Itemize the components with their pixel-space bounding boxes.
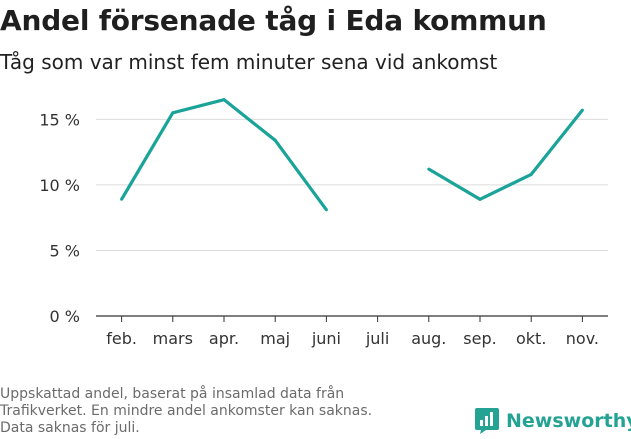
x-tick-label: juni [311, 329, 341, 348]
x-tick-label: okt. [516, 329, 546, 348]
y-axis: 0 % 5 % 10 % 15 % [39, 110, 80, 326]
x-tick-label: aug. [411, 329, 446, 348]
x-tick-label: mars [153, 329, 193, 348]
series-line [427, 109, 584, 201]
brand-name: Newsworthy [506, 410, 631, 432]
y-tick-label: 5 % [50, 241, 80, 260]
x-tick-label: nov. [566, 329, 599, 348]
x-tick-label: juli [365, 329, 389, 348]
x-tick-label: sep. [463, 329, 496, 348]
data-point [324, 208, 328, 212]
data-point [171, 111, 175, 115]
footnote-line: Data saknas för juli. [0, 420, 140, 436]
grid-lines [96, 118, 608, 317]
data-point [222, 98, 226, 102]
x-tick-label: maj [260, 329, 290, 348]
series [120, 98, 584, 212]
x-tick-label: feb. [106, 329, 137, 348]
newsworthy-logo-icon [475, 408, 499, 434]
footnote-line: Uppskattad andel, baserat på insamlad da… [0, 386, 345, 402]
data-point [427, 167, 431, 171]
chart-subtitle: Tåg som var minst fem minuter sena vid a… [0, 50, 498, 74]
data-point [478, 197, 482, 201]
x-tick-label: apr. [209, 329, 239, 348]
data-point [580, 108, 584, 112]
data-point [120, 197, 124, 201]
data-point [273, 138, 277, 142]
footnote-line: Trafikverket. En mindre andel ankomster … [0, 403, 373, 419]
brand-logo: Newsworthy [474, 406, 631, 436]
data-point [529, 172, 533, 176]
chart-title: Andel försenade tåg i Eda kommun [0, 4, 547, 37]
y-tick-label: 10 % [39, 176, 80, 195]
line-chart: 0 % 5 % 10 % 15 % feb. mars apr. maj juni juli au… [39, 98, 608, 348]
x-axis: feb. mars apr. maj juni juli aug. sep. okt. nov. [106, 316, 599, 348]
y-tick-label: 15 % [39, 110, 80, 129]
footnote: Uppskattad andel, baserat på insamlad da… [0, 386, 440, 437]
y-tick-label: 0 % [50, 307, 80, 326]
series-line [120, 98, 328, 211]
